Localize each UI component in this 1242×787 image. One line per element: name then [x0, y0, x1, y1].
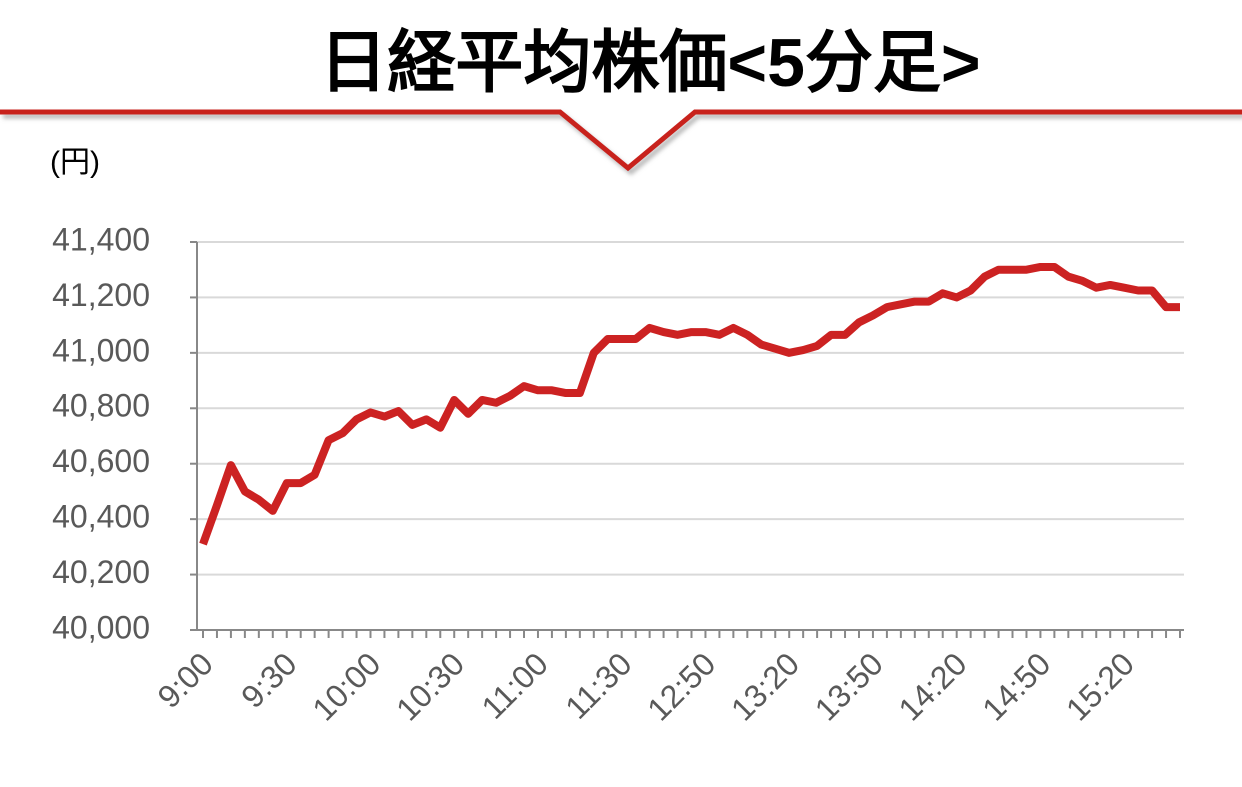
- chart-title: 日経平均株価<5分足>: [319, 25, 980, 101]
- y-tick-label: 41,400: [52, 221, 150, 257]
- y-tick-label: 40,600: [52, 443, 150, 479]
- y-tick-label: 40,000: [52, 609, 150, 645]
- x-tick-label: 9:00: [150, 645, 219, 714]
- x-tick-label: 14:50: [975, 645, 1057, 727]
- y-tick-label: 40,400: [52, 499, 150, 535]
- y-axis-label: (円): [50, 146, 100, 179]
- x-tick-label: 12:50: [640, 645, 722, 727]
- x-tick-label: 11:00: [474, 645, 554, 725]
- y-tick-label: 40,200: [52, 554, 150, 590]
- x-tick-label: 9:30: [234, 645, 303, 714]
- title-underline: [0, 109, 1242, 172]
- line-series: [199, 262, 1180, 546]
- y-tick-label: 41,200: [52, 277, 150, 313]
- y-tick-label: 41,000: [52, 332, 150, 368]
- x-tick-label: 14:20: [892, 645, 974, 727]
- x-tick-label: 13:20: [724, 645, 806, 727]
- x-tick-label: 13:50: [808, 645, 890, 727]
- x-tick-label: 15:20: [1059, 645, 1141, 727]
- x-tick-label: 10:30: [389, 645, 471, 727]
- x-tick-label: 10:00: [305, 645, 387, 727]
- y-tick-label: 40,800: [52, 388, 150, 424]
- x-tick-label: 11:30: [558, 645, 638, 725]
